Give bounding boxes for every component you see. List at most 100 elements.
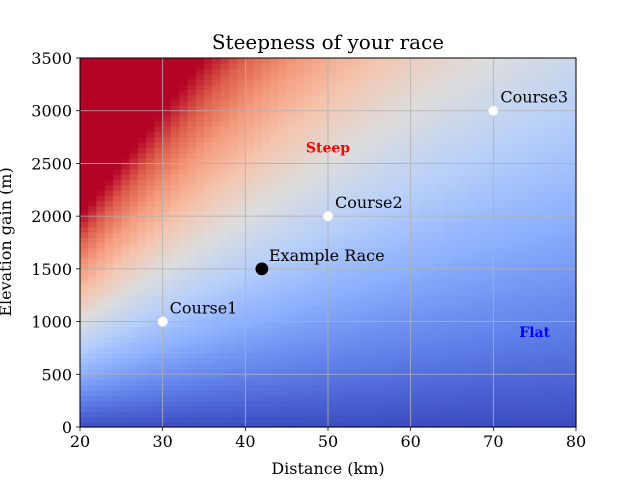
heatmap-cell [385,205,395,212]
heatmap-cell [344,158,354,165]
heatmap-cell [146,416,155,423]
heatmap-cell [212,63,222,70]
heatmap-cell [518,84,527,91]
heatmap-cell [253,189,263,196]
heatmap-cell [443,179,453,186]
heatmap-cell [129,152,139,159]
heatmap-cell [162,58,172,64]
heatmap-cell [286,326,296,333]
heatmap-cell [336,147,346,154]
heatmap-cell [427,289,437,296]
heatmap-cell [542,337,552,344]
heatmap-cell [204,363,213,370]
heatmap-cell [361,295,370,302]
heatmap-cell [286,242,296,249]
heatmap-cell [460,152,470,159]
heatmap-cell [154,421,164,428]
heatmap-cell [319,121,329,128]
heatmap-cell [534,353,544,360]
heatmap-cell [377,305,387,312]
heatmap-cell [96,363,106,370]
heatmap-cell [113,295,122,302]
heatmap-cell [237,284,246,291]
heatmap-cell [509,231,519,238]
heatmap-cell [377,131,387,138]
heatmap-cell [195,147,205,154]
heatmap-cell [493,137,503,143]
heatmap-cell [104,247,114,254]
x-tick-label: 70 [483,432,503,451]
heatmap-cell [485,179,494,186]
heatmap-cell [518,231,527,238]
heatmap-cell [121,353,131,360]
heatmap-cell [551,147,561,154]
heatmap-cell [104,416,114,423]
heatmap-cell [344,395,354,402]
heatmap-cell [542,305,552,312]
heatmap-cell [104,137,114,143]
heatmap-cell [113,384,122,391]
y-tick-label: 3000 [31,102,72,121]
heatmap-cell [294,289,304,296]
heatmap-cell [410,216,420,223]
heatmap-cell [476,137,486,143]
heatmap-cell [402,416,412,423]
heatmap-cell [270,200,279,207]
heatmap-cell [129,337,139,344]
heatmap-cell [534,284,544,291]
heatmap-cell [542,353,552,360]
heatmap-cell [319,247,329,254]
heatmap-cell [311,316,321,323]
heatmap-cell [567,295,577,302]
heatmap-cell [294,63,304,70]
heatmap-cell [154,205,164,212]
heatmap-cell [526,63,536,70]
heatmap-cell [402,263,412,270]
heatmap-cell [352,94,362,101]
heatmap-cell [476,210,486,217]
heatmap-cell [204,84,213,91]
heatmap-cell [146,73,155,80]
heatmap-cell [559,216,569,223]
heatmap-cell [162,131,172,138]
heatmap-cell [104,363,114,370]
heatmap-cell [319,405,329,412]
heatmap-cell [402,374,412,381]
heatmap-cell [328,131,337,138]
heatmap-cell [361,189,370,196]
heatmap-cell [435,179,445,186]
heatmap-cell [303,195,313,201]
heatmap-cell [294,115,304,122]
heatmap-cell [385,110,395,117]
heatmap-cell [427,416,437,423]
heatmap-cell [245,274,255,280]
heatmap-cell [493,152,503,159]
heatmap-cell [427,158,437,165]
heatmap-cell [129,73,139,80]
heatmap-cell [88,210,98,217]
heatmap-cell [286,168,296,175]
heatmap-cell [80,89,89,96]
data-point [322,210,334,222]
heatmap-cell [121,142,131,149]
heatmap-cell [518,405,527,412]
heatmap-cell [402,242,412,249]
heatmap-cell [435,295,445,302]
heatmap-cell [452,84,461,91]
heatmap-cell [443,347,453,354]
heatmap-cell [121,358,131,365]
heatmap-cell [228,152,238,159]
heatmap-cell [559,326,569,333]
heatmap-cell [476,253,486,259]
heatmap-cell [311,226,321,233]
heatmap-cell [328,263,337,270]
heatmap-cell [377,179,387,186]
heatmap-cell [361,237,370,244]
heatmap-cell [179,274,189,280]
heatmap-cell [187,105,197,112]
heatmap-cell [154,263,164,270]
heatmap-cell [435,284,445,291]
heatmap-cell [518,110,527,117]
heatmap-cell [542,152,552,159]
heatmap-cell [162,63,172,70]
